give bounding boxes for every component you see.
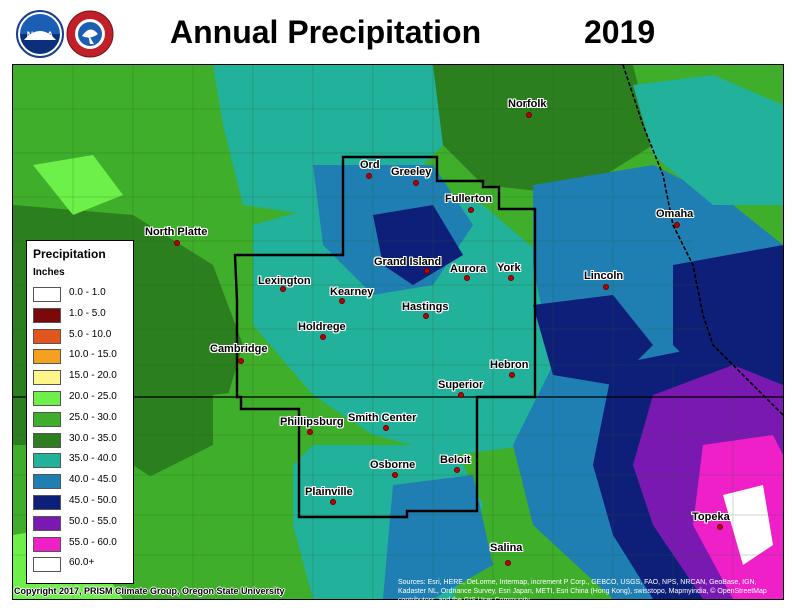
city-label-north-platte: North Platte <box>145 226 208 238</box>
city-label-lexington: Lexington <box>258 275 311 287</box>
hebron-marker <box>509 372 515 378</box>
city-label-omaha: Omaha <box>656 208 694 220</box>
city-label-superior: Superior <box>438 379 484 391</box>
legend-label: 5.0 - 10.0 <box>69 328 112 340</box>
svg-text:NOAA: NOAA <box>27 30 54 40</box>
city-label-aurora: Aurora <box>450 263 487 275</box>
legend-label: 25.0 - 30.0 <box>69 411 117 423</box>
legend-swatch <box>33 557 61 573</box>
legend-label: 30.0 - 35.0 <box>69 432 117 444</box>
legend-label: 60.0+ <box>69 557 95 569</box>
norfolk-marker <box>526 112 532 118</box>
legend-unit: Inches <box>33 267 65 278</box>
beloit-marker <box>454 467 460 473</box>
city-label-smith-center: Smith Center <box>348 412 417 424</box>
city-label-greeley: Greeley <box>391 166 432 178</box>
map-title: Annual Precipitation <box>170 14 482 50</box>
greeley-marker <box>413 180 419 186</box>
city-label-ord: Ord <box>360 159 380 171</box>
legend-swatch <box>33 328 61 344</box>
legend-label: 20.0 - 25.0 <box>69 391 117 402</box>
legend-label: 1.0 - 5.0 <box>69 307 106 319</box>
map-sources-text: Sources: Esri, HERE, DeLorme, Intermap, … <box>398 579 767 604</box>
legend-title: Precipitation <box>33 247 106 261</box>
hastings-marker <box>423 313 429 319</box>
city-label-beloit: Beloit <box>440 454 471 466</box>
kearney-marker <box>339 298 345 304</box>
legend-swatch <box>33 474 61 490</box>
legend-label: 40.0 - 45.0 <box>69 474 117 486</box>
copyright-text: Copyright 2017, PRISM Climate Group, Ore… <box>14 586 285 596</box>
holdrege-marker <box>320 334 326 340</box>
city-label-holdrege: Holdrege <box>298 321 346 333</box>
topeka-marker <box>717 524 723 530</box>
city-label-hebron: Hebron <box>490 359 529 371</box>
legend-swatch <box>33 391 61 406</box>
legend-label: 50.0 - 55.0 <box>69 515 117 527</box>
legend-swatch <box>33 349 61 365</box>
lexington-marker <box>280 286 286 292</box>
city-label-kearney: Kearney <box>330 286 374 298</box>
legend-swatch <box>33 515 61 531</box>
osborne-marker <box>392 472 398 478</box>
city-label-lincoln: Lincoln <box>584 270 624 282</box>
nws-logo <box>66 10 114 63</box>
city-label-phillipsburg: Phillipsburg <box>280 416 344 428</box>
legend-label: 10.0 - 15.0 <box>69 349 117 361</box>
legend-swatch <box>33 307 61 323</box>
york-marker <box>508 275 514 281</box>
lincoln-marker <box>603 284 609 290</box>
city-label-cambridge: Cambridge <box>210 343 268 355</box>
city-label-york: York <box>497 262 521 274</box>
legend-swatch <box>33 453 61 469</box>
city-label-fullerton: Fullerton <box>445 193 493 205</box>
legend-label: 45.0 - 50.0 <box>69 495 117 506</box>
noaa-logo: NOAA <box>16 10 64 63</box>
legend-swatch <box>33 495 61 510</box>
city-label-topeka: Topeka <box>692 511 730 523</box>
city-label-plainville: Plainville <box>305 486 353 498</box>
legend-label: 35.0 - 40.0 <box>69 453 117 465</box>
legend-swatch <box>33 432 61 448</box>
salina-marker <box>505 560 511 566</box>
city-label-hastings: Hastings <box>402 301 449 313</box>
city-label-salina: Salina <box>490 542 523 554</box>
smith-center-marker <box>383 425 389 431</box>
legend-label: 55.0 - 60.0 <box>69 536 117 548</box>
north-platte-marker <box>174 240 180 246</box>
ord-marker <box>366 173 372 179</box>
omaha-marker <box>674 222 680 228</box>
forecast-area-outline <box>233 155 537 519</box>
legend-label: 15.0 - 20.0 <box>69 370 117 382</box>
city-label-norfolk: Norfolk <box>508 98 547 110</box>
plainville-marker <box>330 499 336 505</box>
legend-label: 0.0 - 1.0 <box>69 287 106 298</box>
fullerton-marker <box>468 207 474 213</box>
legend-swatch <box>33 370 61 386</box>
legend-swatch <box>33 411 61 427</box>
cambridge-marker <box>238 358 244 364</box>
city-label-osborne: Osborne <box>370 459 416 471</box>
grand-island-marker <box>424 268 430 274</box>
legend-swatch <box>33 536 61 552</box>
superior-marker <box>458 392 464 398</box>
aurora-marker <box>464 275 470 281</box>
phillipsburg-marker <box>307 429 313 435</box>
city-label-grand-island: Grand Island <box>374 256 442 268</box>
map-year: 2019 <box>584 14 656 50</box>
legend-swatch <box>33 287 61 302</box>
map-legend: Precipitation Inches 0.0 - 1.0 1.0 - 5.0 5… <box>26 240 134 584</box>
